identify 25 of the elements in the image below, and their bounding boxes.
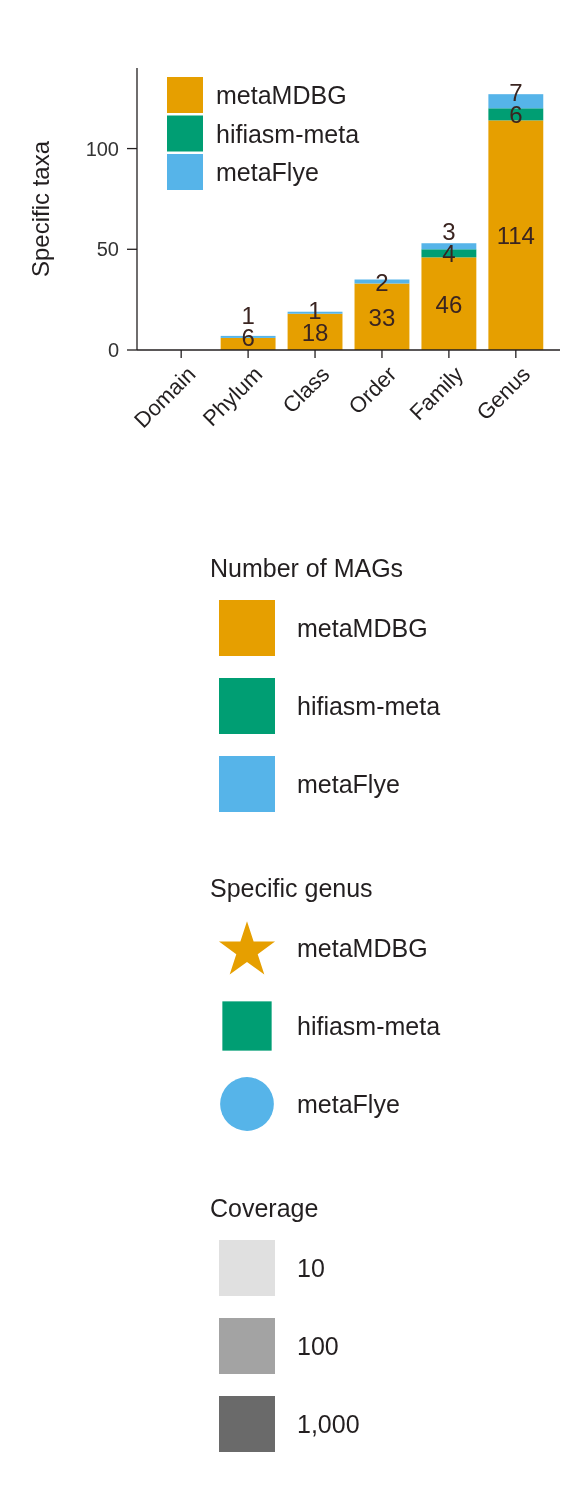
data-label: 33 — [368, 303, 396, 331]
legend-label: metaFlye — [297, 1090, 400, 1118]
y-tick-label: 50 — [96, 238, 119, 261]
legend-label: 10 — [297, 1254, 325, 1282]
legend-label: metaMDBG — [297, 934, 428, 962]
data-label: 18 — [301, 318, 329, 346]
data-label: 3 — [442, 217, 456, 245]
legend-label: hifiasm-meta — [216, 119, 360, 148]
y-tick-label: 0 — [107, 339, 119, 361]
data-label: 46 — [435, 290, 463, 318]
legend-label: metaMDBG — [297, 614, 428, 642]
legend-label: metaFlye — [297, 770, 400, 798]
legend-label: 1,000 — [297, 1410, 360, 1438]
legend-label: hifiasm-meta — [297, 1012, 441, 1040]
legend-label: metaFlye — [216, 158, 319, 186]
data-label: 2 — [375, 268, 389, 296]
legend-label: hifiasm-meta — [297, 692, 441, 720]
y-tick-label: 100 — [85, 137, 119, 160]
legend-title: Specific genus — [210, 874, 373, 902]
legend-title: Number of MAGs — [210, 554, 404, 582]
legend-title: Coverage — [210, 1194, 319, 1222]
y-axis-title: Specific taxa — [26, 140, 54, 278]
data-label: 114 — [496, 221, 535, 249]
legend-label: metaMDBG — [216, 81, 347, 109]
legend-label: 100 — [297, 1332, 339, 1360]
